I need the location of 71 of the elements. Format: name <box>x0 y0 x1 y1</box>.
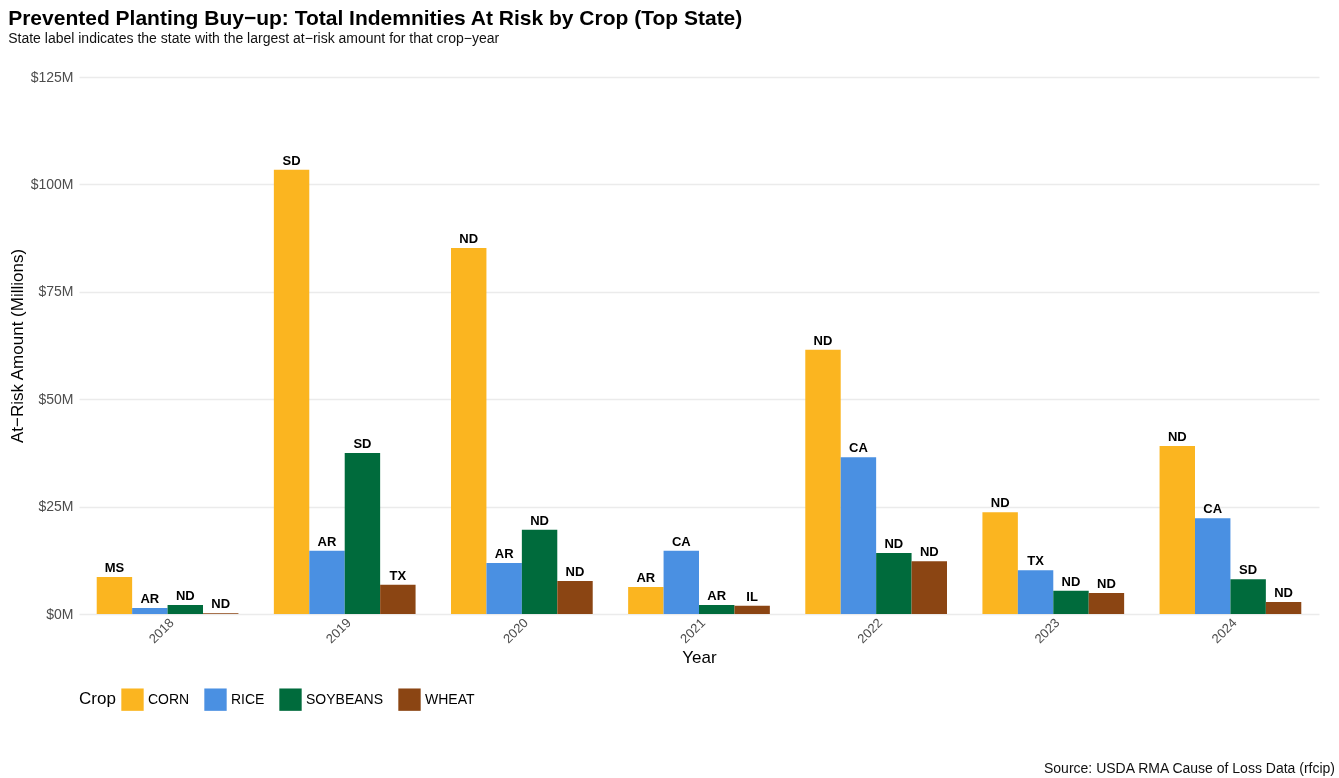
data-label: ND <box>813 332 833 348</box>
bar <box>663 550 699 614</box>
chart-subtitle: State label indicates the state with the largest at−risk amount for that crop−year <box>8 30 500 46</box>
data-label: ND <box>884 536 904 551</box>
bar <box>273 169 310 614</box>
data-label: ND <box>459 230 479 246</box>
data-label: ND <box>919 544 939 560</box>
data-label: SD <box>282 152 301 168</box>
data-label: MS <box>104 560 125 576</box>
y-tick-label: $0M <box>46 605 74 622</box>
legend-title: Crop <box>79 689 116 708</box>
data-label: ND <box>990 495 1010 511</box>
data-label: ND <box>1167 429 1187 445</box>
x-axis-title: Year <box>682 648 718 668</box>
bar <box>699 604 735 614</box>
data-label: SD <box>353 435 372 451</box>
bar <box>982 512 1018 614</box>
bar <box>380 584 416 614</box>
legend-label: SOYBEANS <box>306 690 384 707</box>
data-label: ND <box>211 596 231 612</box>
bar <box>840 457 877 614</box>
source-note: Source: USDA RMA Cause of Loss Data (rfcip) <box>1044 760 1335 776</box>
bar <box>805 349 841 614</box>
data-label: CA <box>671 533 692 549</box>
bar <box>734 605 770 614</box>
legend-label: RICE <box>231 690 265 707</box>
bar <box>451 247 487 614</box>
legend-label: WHEAT <box>425 690 475 707</box>
legend-label: CORN <box>148 690 190 707</box>
data-label: AR <box>636 569 656 585</box>
bar <box>96 577 133 614</box>
bar <box>1230 579 1266 614</box>
y-tick-label: $25M <box>38 498 74 515</box>
y-tick-label: $50M <box>38 390 74 407</box>
bar <box>1053 590 1089 614</box>
data-label: ND <box>1061 573 1081 589</box>
bar <box>876 553 912 614</box>
y-tick-label: $100M <box>30 175 74 192</box>
data-label: TX <box>1027 553 1045 569</box>
data-label: CA <box>849 440 869 456</box>
bar <box>557 580 593 614</box>
y-axis-title: At−Risk Amount (Millions) <box>7 248 27 444</box>
data-label: SD <box>1239 562 1258 578</box>
data-label: ND <box>175 587 195 603</box>
bar <box>309 550 345 614</box>
data-label: IL <box>746 588 758 604</box>
bar <box>1159 446 1195 614</box>
bar <box>521 529 558 614</box>
bar <box>1195 518 1231 614</box>
bar <box>1088 592 1125 614</box>
data-label: ND <box>530 512 549 528</box>
bar <box>1265 601 1302 614</box>
data-label: AR <box>494 545 515 561</box>
bar <box>167 604 203 614</box>
bar <box>132 607 168 614</box>
bar <box>1017 570 1054 614</box>
bar <box>344 452 381 614</box>
data-label: AR <box>140 590 160 606</box>
data-label: ND <box>565 563 585 579</box>
data-label: TX <box>389 567 407 583</box>
data-label: AR <box>317 533 337 549</box>
bar <box>486 562 522 614</box>
y-tick-label: $125M <box>30 68 74 85</box>
bar <box>911 561 947 614</box>
data-label: ND <box>1274 584 1293 600</box>
y-tick-label: $75M <box>38 283 74 300</box>
chart-title: Prevented Planting Buy−up: Total Indemnities At Risk by Crop (Top State) <box>8 6 743 29</box>
data-label: CA <box>1203 501 1223 517</box>
data-label: AR <box>707 587 727 603</box>
data-label: ND <box>1097 575 1116 591</box>
bar <box>628 586 664 614</box>
